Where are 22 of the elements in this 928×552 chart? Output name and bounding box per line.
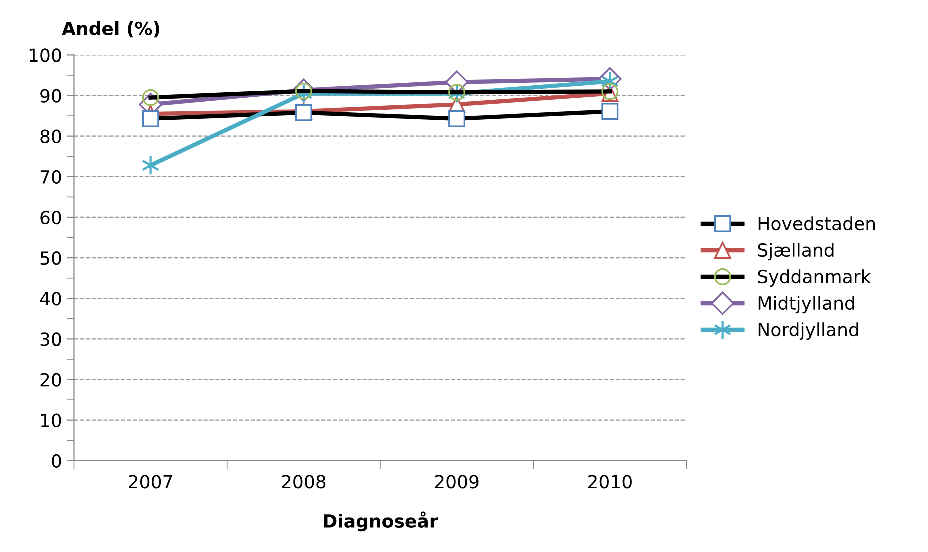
y-tick-label: 50 [40, 252, 62, 266]
legend-label: Nordjylland [758, 322, 858, 340]
y-tick-label: 0 [52, 454, 62, 468]
x-tick-label: 2010 [588, 475, 632, 489]
y-tick-label: 100 [30, 48, 62, 62]
legend-label: Hovedstaden [758, 216, 876, 231]
y-tick-label: 60 [40, 210, 62, 225]
y-tick-label: 70 [40, 170, 62, 184]
y-tick-label: 30 [40, 332, 62, 346]
y-tick-label: 10 [41, 414, 62, 428]
y-tick-label: 80 [40, 130, 62, 144]
y-tick-label: 90 [40, 89, 62, 103]
x-tick-label: 2007 [129, 475, 172, 489]
x-axis-title: Diagnoseår [324, 512, 438, 532]
legend-label: Sjælland [758, 243, 834, 261]
legend-label: Syddanmark [758, 270, 872, 288]
legend-label: Midtjylland [758, 296, 854, 314]
x-tick-label: 2009 [435, 475, 479, 489]
y-tick-label: 40 [40, 292, 62, 306]
y-tick-label: 20 [40, 373, 62, 387]
x-tick-label: 2008 [282, 475, 326, 489]
y-axis-title: Andel (%) [62, 21, 160, 38]
